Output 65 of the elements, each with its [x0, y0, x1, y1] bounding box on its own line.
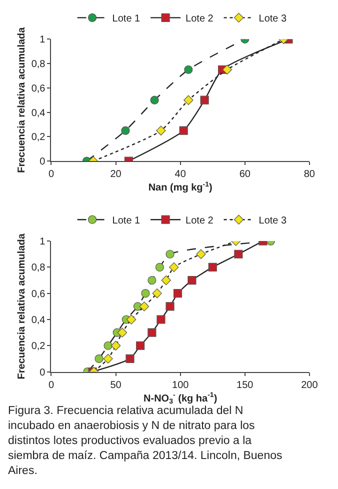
x-axis-title: N-NO$_{3}$$^{-}$ (kg ha$^{-1}$) [144, 392, 218, 406]
point [200, 96, 209, 104]
point [136, 341, 145, 350]
point [166, 250, 174, 258]
y-tick-label: 0,2 [31, 132, 46, 144]
legend-label: Lote 1 [112, 216, 141, 226]
x-tick-label: 0 [48, 169, 54, 180]
text: Figura 3. Frecuencia relativa acumulada del N incubado en anaerobiosis y N de nitrato para los distintos lotes productivos evaluados previo a la siembra de maíz. Campaña 2013/14. Lincoln, Buenos Aires. [8, 405, 282, 477]
point [166, 302, 174, 311]
point [103, 354, 113, 364]
point [234, 250, 243, 258]
point [121, 126, 130, 135]
point [173, 289, 182, 298]
point [161, 275, 171, 286]
x-axis-title: Nan (mg kg$^{-1}$) [148, 181, 212, 194]
y-tick-label: 0,6 [31, 83, 46, 94]
y-tick-label: 0,6 [31, 288, 46, 300]
y-axis-title: Frecuencia relativa acumulada [16, 26, 28, 173]
point [148, 328, 156, 337]
y-tick-label: 0,8 [31, 262, 46, 274]
legend-label: Lote 2 [186, 216, 214, 226]
legend-label: Lote 3 [258, 14, 288, 25]
point [152, 288, 162, 298]
y-tick-label: 0 [40, 367, 46, 378]
point [104, 341, 112, 350]
point [117, 328, 128, 338]
point [139, 302, 150, 312]
y-tick-label: 0 [40, 156, 46, 168]
x-tick-label: 150 [236, 380, 254, 391]
y-axis-title: Frecuencia relativa acumulada [16, 233, 28, 380]
x-tick-label: 20 [110, 169, 122, 180]
legend-label: Lote 3 [258, 216, 288, 226]
x-tick-label: 200 [301, 380, 318, 391]
point [141, 289, 150, 298]
x-tick-label: 60 [239, 169, 251, 180]
y-tick-label: 0,2 [31, 341, 46, 352]
point [126, 354, 134, 363]
point [155, 262, 164, 272]
y-tick-label: 1 [40, 236, 46, 248]
x-tick-label: 80 [304, 169, 316, 180]
x-tick-label: 0 [48, 380, 54, 391]
point [184, 65, 193, 74]
x-tick-label: 100 [172, 380, 190, 391]
point [156, 126, 166, 136]
x-tick-label: 50 [110, 380, 122, 391]
point [150, 96, 159, 104]
y-tick-label: 1 [40, 34, 46, 46]
y-tick-label: 0,4 [31, 314, 46, 326]
point [179, 126, 188, 135]
point [188, 276, 196, 285]
point [110, 340, 121, 350]
legend-label: Lote 2 [186, 14, 214, 25]
point [94, 354, 104, 363]
point [184, 95, 194, 105]
legend-label: Lote 1 [112, 14, 141, 25]
point [196, 249, 206, 259]
y-tick-label: 0,4 [31, 108, 46, 119]
point [208, 262, 217, 272]
point [222, 64, 232, 74]
point [156, 315, 166, 324]
point [169, 262, 179, 272]
point [148, 276, 156, 285]
point [126, 314, 136, 324]
x-tick-label: 40 [174, 169, 186, 180]
y-tick-label: 0,8 [31, 59, 46, 70]
